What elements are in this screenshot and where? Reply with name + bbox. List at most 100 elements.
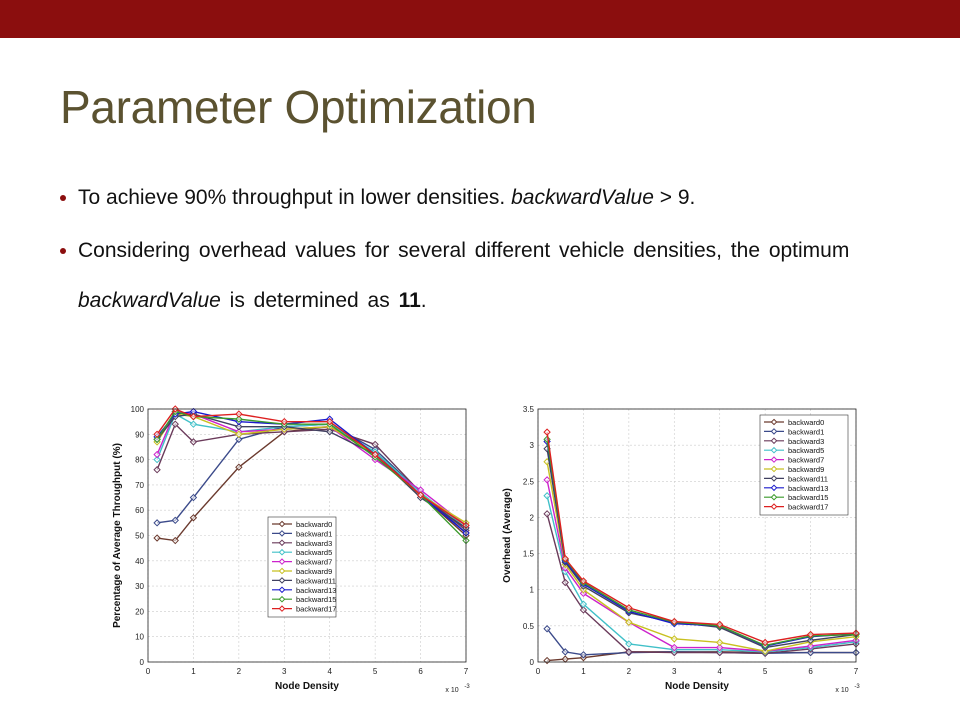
chart1-y-tick-label: 70: [135, 481, 144, 490]
chart2-legend-marker: [770, 456, 778, 463]
chart2-data-point-backward17: [561, 554, 569, 563]
chart1-legend-label: backward17: [296, 605, 336, 614]
chart1-data-point-backward3: [371, 440, 379, 449]
chart1-data-point-backward17: [235, 410, 243, 418]
chart2-data-point-backward17: [579, 577, 588, 585]
chart1-y-tick-label: 0: [140, 658, 145, 667]
chart2-data-point-backward7: [543, 476, 551, 484]
chart2-data-point-backward1: [579, 651, 588, 659]
chart1-data-point-backward17: [280, 417, 288, 426]
chart1-legend-label: backward3: [296, 539, 332, 548]
chart1-y-tick-label: 90: [135, 430, 144, 439]
chart2-legend-marker: [770, 418, 778, 426]
bullet-1-italic: backwardValue: [511, 186, 654, 209]
chart2-x-tick-label: 4: [717, 667, 722, 676]
chart2-data-point-backward3: [561, 578, 569, 587]
chart1-x-tick-label: 6: [418, 667, 423, 676]
chart1-data-point-backward0: [171, 536, 179, 545]
chart2-legend-marker: [770, 465, 778, 473]
overhead-chart-svg: 0 1 2 3 4 5 6 7 0 0.5 1 1.5 2 2.5 3 3.5 Node Density Over…: [502, 405, 860, 694]
chart2-legend-marker: [770, 446, 778, 454]
chart1-legend-label: backward7: [296, 558, 332, 567]
chart1-legend-marker: [278, 558, 286, 565]
chart2-x-axis-title: Node Density: [665, 681, 729, 692]
chart2-y-axis-title: Overhead (Average): [502, 488, 513, 583]
chart2-data-point-backward3: [625, 648, 633, 656]
chart2-legend-label: backward13: [788, 484, 828, 493]
chart1-data-point-backward17: [153, 430, 161, 439]
chart1-data-point-backward1: [189, 493, 198, 502]
chart2-data-point-backward17: [806, 630, 815, 639]
chart1-legend-label: backward11: [296, 576, 336, 585]
chart1-data-point-backward15: [235, 415, 243, 423]
chart1-data-point-backward1: [171, 516, 179, 525]
chart1-legend-marker: [278, 605, 286, 612]
chart2-y-tick-label: 2.5: [523, 477, 535, 486]
chart2-data-point-backward7: [670, 643, 678, 652]
chart2-data-point-backward7: [716, 643, 724, 652]
chart2-data-point-backward17: [716, 620, 724, 629]
chart1-y-tick-label: 40: [135, 557, 144, 566]
chart1-y-tick-label: 80: [135, 456, 144, 465]
chart2-legend-label: backward9: [788, 465, 824, 474]
chart1-legend-label: backward13: [296, 586, 336, 595]
chart1-data-point-backward0: [153, 534, 161, 542]
chart1-legend-marker: [278, 530, 286, 537]
chart1-legend-label: backward5: [296, 548, 332, 557]
chart2-y-tick-label: 1.5: [523, 550, 535, 559]
chart1-y-tick-label: 100: [131, 405, 145, 414]
chart1-legend-marker: [278, 520, 286, 528]
chart2-legend-marker: [770, 493, 778, 501]
overhead-chart: 0 1 2 3 4 5 6 7 0 0.5 1 1.5 2 2.5 3 3.5 Node Density Over…: [498, 396, 866, 696]
chart2-y-tick-label: 0: [530, 658, 535, 667]
chart1-data-point-backward17: [326, 417, 334, 426]
bullet-item-1: To achieve 90% throughput in lower densi…: [60, 186, 920, 210]
chart2-plot-frame: [537, 408, 857, 663]
chart1-plot-frame: [147, 408, 467, 663]
chart2-x-tick-label: 2: [627, 667, 632, 676]
bullet-1-text-a: To achieve 90% throughput in lower densi…: [78, 186, 512, 209]
chart1-y-tick-label: 10: [135, 633, 144, 642]
chart2-x-tick-label: 7: [854, 667, 859, 676]
chart2-legend-marker: [770, 475, 778, 482]
bullet-dot-icon: [60, 248, 66, 254]
chart2-x-tick-label: 3: [672, 667, 677, 676]
chart2-legend-label: backward1: [788, 427, 824, 436]
chart1-x-tick-label: 5: [373, 667, 378, 676]
bullet-2-bold: 11: [398, 289, 421, 312]
chart2-y-tick-label: 1: [530, 586, 535, 595]
chart1-data-point-backward3: [189, 438, 198, 446]
chart2-x-tick-label: 6: [808, 667, 813, 676]
chart1-data-point-backward11: [326, 428, 334, 436]
chart1-legend-label: backward1: [296, 529, 332, 538]
chart2-data-point-backward17: [543, 428, 551, 436]
bullet-1-text-b: > 9.: [653, 186, 696, 209]
chart1-legend-marker: [278, 595, 286, 603]
bullet-2-text-b: is determined as: [220, 289, 399, 312]
chart2-legend-marker: [770, 437, 778, 445]
chart1-legend-marker: [278, 577, 286, 584]
chart2-x-tick-label: 0: [536, 667, 541, 676]
chart1-data-point-backward1: [153, 519, 161, 527]
chart1-x-tick-label: 7: [464, 667, 469, 676]
chart1-data-point-backward3: [171, 420, 179, 428]
chart2-y-tick-label: 2: [530, 513, 535, 522]
chart1-x-exponent-power: -3: [464, 684, 470, 690]
chart2-legend-label: backward7: [788, 456, 824, 465]
bullet-2-italic: backwardValue: [78, 289, 221, 312]
chart1-legend-marker: [278, 586, 286, 594]
top-accent-bar: [0, 0, 960, 38]
chart2-x-tick-label: 1: [581, 667, 586, 676]
chart2-data-point-backward17: [761, 638, 769, 647]
chart1-y-tick-label: 60: [135, 506, 144, 515]
chart1-y-axis-title: Percentage of Average Throughput (%): [112, 443, 123, 628]
chart2-legend-marker: [770, 484, 778, 492]
chart1-x-tick-label: 2: [237, 667, 242, 676]
chart2-legend-label: backward5: [788, 446, 824, 455]
chart1-legend-label: backward0: [296, 520, 332, 529]
chart1-data-point-backward0: [189, 514, 198, 522]
chart2-data-point-backward3: [543, 510, 551, 518]
chart2-data-point-backward5: [579, 600, 588, 608]
chart2-data-point-backward1: [561, 648, 569, 656]
